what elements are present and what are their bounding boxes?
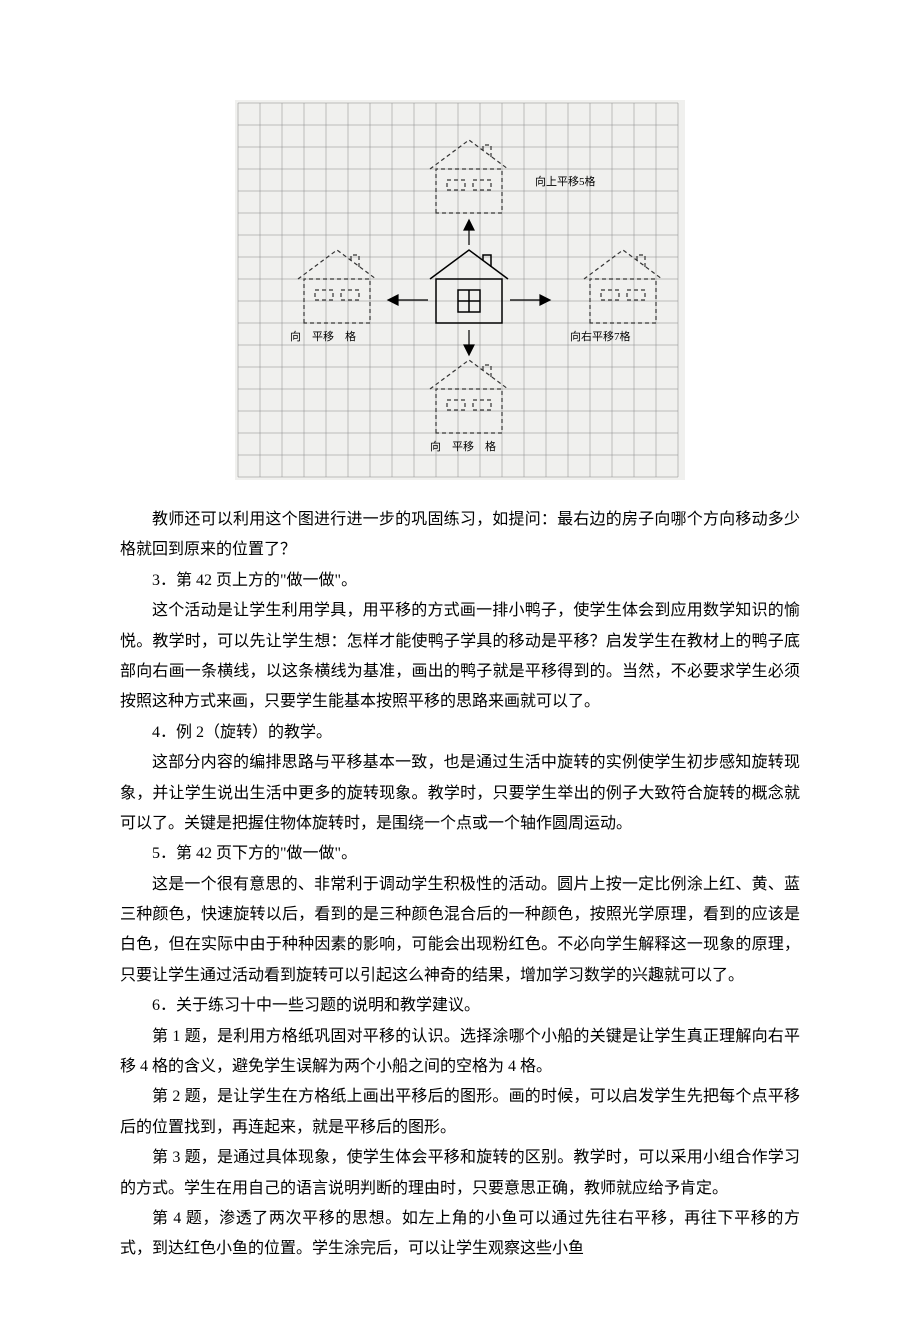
center-house [430, 250, 508, 323]
grid-diagram: 向上平移5格 向右平移7格 向 平移 格 向 平移 格 [235, 100, 685, 480]
paragraph: 6．关于练习十中一些习题的说明和教学建议。 [120, 991, 800, 1021]
document-content: 教师还可以利用这个图进行进一步的巩固练习，如提问：最右边的房子向哪个方向移动多少… [120, 505, 800, 1265]
paragraph: 3．第 42 页上方的"做一做"。 [120, 566, 800, 596]
translation-figure: 向上平移5格 向右平移7格 向 平移 格 向 平移 格 [120, 100, 800, 480]
grid-svg: 向上平移5格 向右平移7格 向 平移 格 向 平移 格 [235, 100, 685, 480]
paragraph: 这个活动是让学生利用学具，用平移的方式画一排小鸭子，使学生体会到应用数学知识的愉… [120, 596, 800, 718]
paragraph: 第 2 题，是让学生在方格纸上画出平移后的图形。画的时候，可以启发学生先把每个点… [120, 1082, 800, 1143]
paragraph: 第 3 题，是通过具体现象，使学生体会平移和旋转的区别。教学时，可以采用小组合作… [120, 1143, 800, 1204]
arrows [388, 220, 550, 355]
top-house [430, 140, 508, 213]
paragraph: 教师还可以利用这个图进行进一步的巩固练习，如提问：最右边的房子向哪个方向移动多少… [120, 505, 800, 566]
bottom-house [430, 360, 508, 433]
label-left: 向 平移 格 [290, 329, 356, 343]
paragraph: 第 4 题，渗透了两次平移的思想。如左上角的小鱼可以通过先往右平移，再往下平移的… [120, 1204, 800, 1265]
paragraph: 4．例 2（旋转）的教学。 [120, 718, 800, 748]
label-right: 向右平移7格 [570, 329, 631, 343]
paragraph: 5．第 42 页下方的"做一做"。 [120, 839, 800, 869]
label-bottom: 向 平移 格 [430, 439, 496, 453]
left-house [298, 250, 376, 323]
paragraph: 这是一个很有意思的、非常利于调动学生积极性的活动。圆片上按一定比例涂上红、黄、蓝… [120, 870, 800, 992]
paragraph: 这部分内容的编排思路与平移基本一致，也是通过生活中旋转的实例使学生初步感知旋转现… [120, 748, 800, 839]
right-house [584, 250, 662, 323]
paragraph: 第 1 题，是利用方格纸巩固对平移的认识。选择涂哪个小船的关键是让学生真正理解向… [120, 1022, 800, 1083]
label-top: 向上平移5格 [535, 174, 596, 188]
